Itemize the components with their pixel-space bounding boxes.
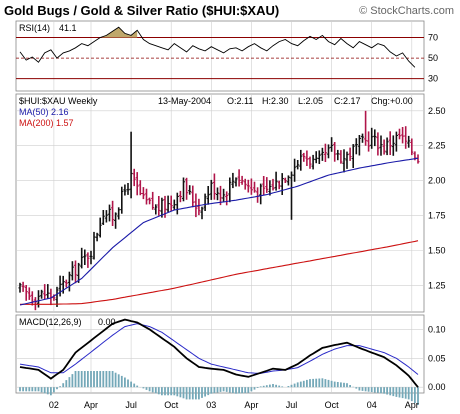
rsi-tick-label: 30 [428, 74, 438, 84]
macd-tick-label: 0.05 [428, 353, 446, 363]
price-tick-label: 1.25 [428, 280, 446, 290]
price-low: L:2.05 [298, 96, 323, 106]
x-tick-label: 04 [367, 400, 377, 410]
price-panel: $HUI:$XAU Weekly 13-May-2004 O:2.11 H:2.… [15, 93, 446, 313]
x-tick-label: Apr [84, 400, 98, 410]
chart-title: Gold Bugs / Gold & Silver Ratio ($HUI:$X… [4, 3, 279, 18]
price-tick-label: 2.25 [428, 141, 446, 151]
price-close: C:2.17 [334, 96, 361, 106]
ma200-legend: MA(200) 1.57 [19, 118, 74, 128]
rsi-overbought-fill [100, 27, 138, 38]
macd-value: 0.00 [98, 317, 116, 327]
x-tick-label: Apr [244, 400, 258, 410]
macd-line [19, 318, 419, 388]
rsi-line [19, 26, 416, 68]
price-open: O:2.11 [227, 96, 253, 106]
x-tick-label: Oct [164, 400, 179, 410]
macd-tick-label: 0.00 [428, 382, 446, 392]
price-symbol-label: $HUI:$XAU Weekly [19, 96, 98, 106]
rsi-tick-label: 70 [428, 33, 438, 43]
macd-panel: MACD(12,26,9) 0.00 0.10 0.05 0.00 [15, 314, 446, 405]
rsi-tick-label: 50 [428, 53, 438, 63]
x-tick-label: Oct [325, 400, 340, 410]
ma50-line [19, 157, 419, 306]
rsi-panel: RSI(14) 41.1 70 50 30 [15, 20, 438, 92]
price-tick-label: 2.00 [428, 176, 446, 186]
ma200-line [20, 240, 419, 305]
x-tick-label: 02 [49, 400, 59, 410]
price-change: Chg:+0.00 [371, 96, 413, 106]
x-tick-label: Jul [286, 400, 298, 410]
rsi-label: RSI(14) [19, 23, 50, 33]
macd-tick-label: 0.10 [428, 324, 446, 334]
ma50-legend: MA(50) 2.16 [19, 107, 69, 117]
price-tick-label: 1.75 [428, 211, 446, 221]
x-tick-label: Jul [125, 400, 137, 410]
x-tick-label: 03 [206, 400, 216, 410]
x-tick-label: Apr [405, 400, 419, 410]
macd-label: MACD(12,26,9) [19, 317, 82, 327]
rsi-value: 41.1 [59, 23, 77, 33]
rsi-panel-frame [15, 20, 425, 92]
x-axis: 02 Apr Jul Oct 03 Apr Jul Oct 04 Apr [49, 400, 419, 410]
price-date: 13-May-2004 [158, 96, 211, 106]
price-tick-label: 1.50 [428, 246, 446, 256]
watermark: © StockCharts.com [359, 5, 454, 17]
price-tick-label: 2.50 [428, 106, 446, 116]
price-high: H:2.30 [262, 96, 289, 106]
